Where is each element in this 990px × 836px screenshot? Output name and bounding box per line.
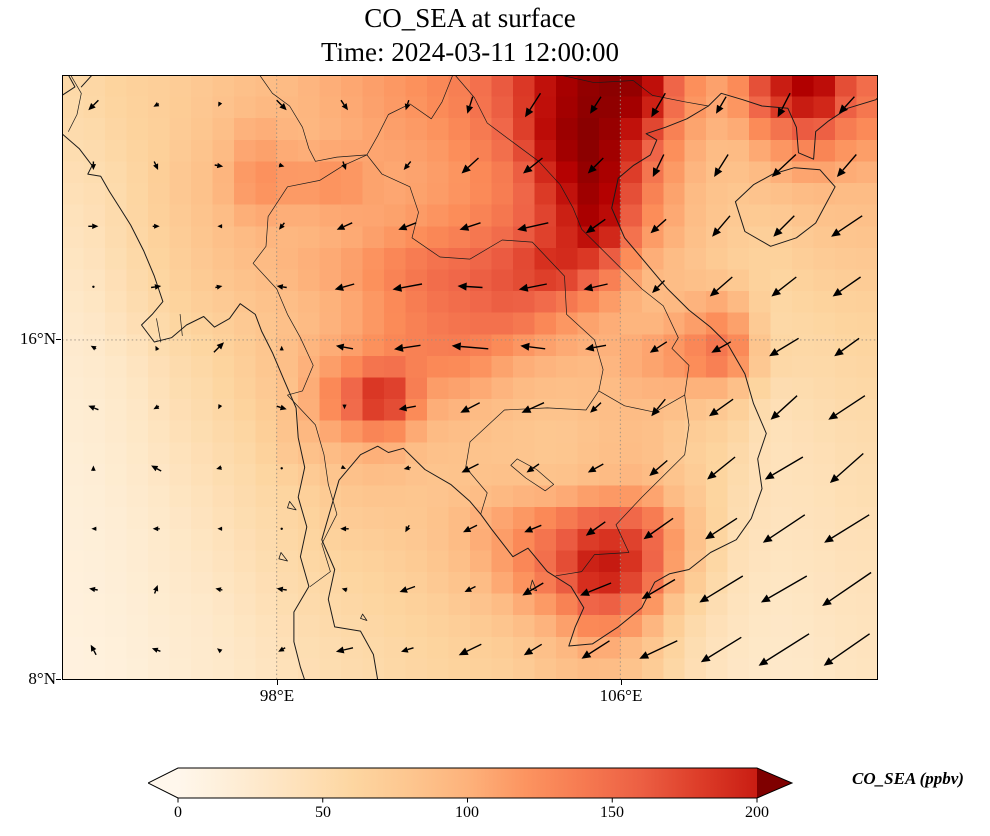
- island-samui: [360, 613, 368, 621]
- border-laos-cambodia: [598, 390, 686, 413]
- y-tickmark-16n: [56, 339, 61, 340]
- coast-bengal-delta-1: [61, 74, 76, 96]
- x-tick-106e: 106°E: [599, 686, 643, 705]
- map-plot: [61, 74, 879, 681]
- border-myanmar-china: [259, 74, 368, 162]
- heatmap-layer: [62, 75, 879, 681]
- colorbar-ticklabels: 0 50 100 150 200: [148, 803, 796, 825]
- colorbar-tick-0: 0: [174, 804, 182, 821]
- border-myanmar-thailand: [252, 154, 368, 587]
- y-tick-16n: 16°N: [19, 329, 56, 348]
- border-vietnam-china: [559, 74, 709, 107]
- x-tickmark-106e: [621, 680, 622, 685]
- chart-title: CO_SEA at surface: [364, 3, 576, 33]
- border-thailand-laos: [366, 154, 604, 392]
- border-vietnam-cambodia: [555, 394, 690, 577]
- colorbar-label: CO_SEA (ppbv): [852, 769, 964, 788]
- border-laos-china: [366, 74, 454, 156]
- delta-channel-1: [156, 318, 162, 343]
- colorbar-extend-right: [757, 768, 792, 798]
- island-mergui-2: [287, 500, 297, 511]
- y-tick-8n: 8°N: [28, 669, 56, 688]
- coastline-layer: [61, 74, 879, 681]
- border-thailand-cambodia: [465, 390, 600, 515]
- colorbar-tick-50: 50: [315, 804, 331, 821]
- delta-channel-2: [179, 314, 183, 336]
- lake-tonle-sap: [510, 458, 555, 492]
- colorbar-tick-100: 100: [455, 804, 479, 821]
- x-tick-98e: 98°E: [259, 686, 295, 705]
- border-layer: [68, 74, 709, 587]
- border-india-myanmar: [68, 74, 82, 132]
- border-laos-vietnam: [454, 74, 690, 396]
- colorbar-extend-left: [148, 768, 178, 798]
- map-canvas: [61, 74, 879, 681]
- y-tickmark-8n: [56, 679, 61, 680]
- colorbar-tick-150: 150: [600, 804, 624, 821]
- x-tickmark-98e: [277, 680, 278, 685]
- colorbar: [146, 766, 796, 808]
- colorbar-canvas: [146, 767, 794, 803]
- coast-hainan: [734, 167, 836, 247]
- island-mergui-1: [278, 552, 288, 562]
- quiver-layer: [88, 92, 872, 666]
- coast-gulf-indochina: [321, 105, 767, 681]
- colorbar-tick-200: 200: [745, 804, 769, 821]
- colorbar-gradient: [178, 768, 757, 798]
- chart-subtitle: Time: 2024-03-11 12:00:00: [320, 37, 619, 67]
- coast-south-china: [707, 92, 879, 160]
- coast-bengal-arakan: [61, 133, 310, 681]
- lake-layer: [510, 458, 555, 492]
- coast-bengal-delta-2: [80, 74, 93, 88]
- axes-frame: [62, 75, 878, 680]
